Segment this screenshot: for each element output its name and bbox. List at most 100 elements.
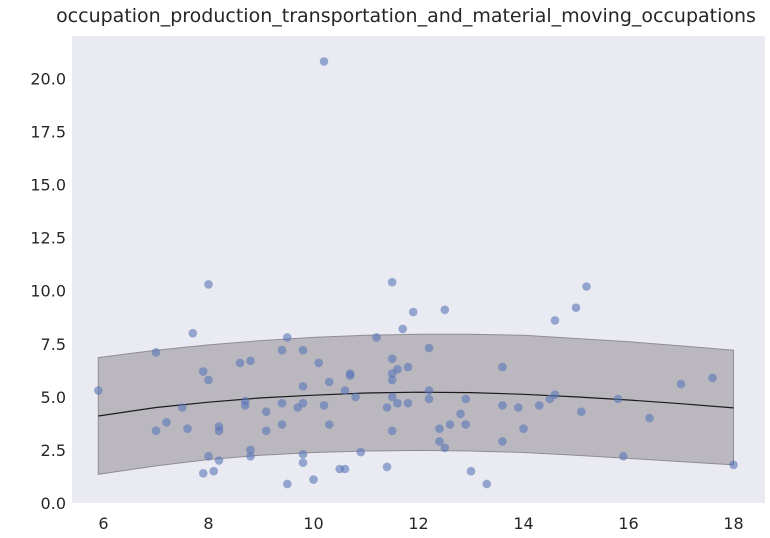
y-tick-label: 10.0 [30, 282, 66, 301]
scatter-point [214, 426, 224, 436]
scatter-point [204, 452, 213, 461]
scatter-point [235, 358, 245, 368]
scatter-point [298, 345, 308, 355]
scatter-point [372, 333, 381, 342]
y-tick-label: 0.0 [41, 494, 66, 513]
scatter-point [382, 403, 392, 412]
scatter-point [435, 437, 444, 446]
scatter-point [204, 280, 213, 289]
scatter-point [314, 358, 324, 368]
scatter-point [151, 426, 161, 436]
scatter-point [246, 445, 255, 455]
scatter-point [277, 398, 287, 408]
x-axis-ticks: 6 8 10 12 14 16 18 [98, 514, 743, 533]
scatter-point [199, 469, 208, 478]
scatter-point [261, 426, 271, 436]
scatter-point [277, 345, 287, 355]
scatter-point [199, 367, 208, 376]
scatter-point [246, 356, 255, 366]
scatter-point [214, 456, 224, 465]
scatter-point [387, 426, 397, 436]
scatter-point [535, 401, 544, 410]
scatter-point [319, 57, 329, 66]
scatter-point [619, 452, 628, 461]
scatter-point [393, 398, 402, 408]
scatter-point [456, 409, 465, 419]
x-tick-label: 8 [203, 514, 213, 533]
scatter-point [424, 394, 434, 404]
scatter-point [283, 479, 292, 489]
scatter-point [440, 305, 450, 315]
fit-line-layer [98, 391, 734, 417]
scatter-point [351, 392, 360, 402]
scatter-point [482, 479, 492, 489]
scatter-point [277, 420, 287, 429]
x-tick-label: 10 [303, 514, 323, 533]
scatter-point [613, 394, 623, 404]
y-tick-label: 15.0 [30, 176, 66, 195]
chart-title: occupation_production_transportation_and… [56, 5, 756, 27]
scatter-point [440, 443, 450, 453]
scatter-point [408, 307, 418, 317]
scatter-point [246, 452, 255, 461]
scatter-point [345, 371, 355, 380]
scatter-point [240, 401, 250, 410]
scatter-point [188, 328, 198, 338]
scatter-point [571, 303, 581, 313]
scatter-point [387, 354, 397, 364]
scatter-point [498, 401, 507, 410]
scatter-point [283, 333, 292, 342]
y-tick-label: 7.5 [41, 335, 66, 354]
scatter-point [424, 386, 434, 395]
scatter-point [340, 464, 350, 474]
scatter-point [162, 418, 171, 427]
scatter-point [577, 407, 586, 417]
scatter-point [387, 392, 397, 402]
scatter-point [466, 466, 476, 476]
scatter-point [393, 365, 402, 374]
scatter-point [550, 390, 560, 400]
y-tick-label: 20.0 [30, 70, 66, 89]
scatter-point [382, 462, 392, 472]
scatter-point [424, 343, 434, 353]
scatter-point [183, 424, 192, 434]
scatter-point [582, 282, 591, 291]
scatter-point [325, 377, 334, 387]
scatter-point [178, 403, 187, 412]
scatter-point [708, 373, 717, 383]
y-axis-ticks: 0.0 2.5 5.0 7.5 10.0 12.5 15.0 17.5 20.0 [30, 70, 66, 514]
scatter-point [309, 475, 318, 484]
scatter-point [461, 420, 471, 429]
scatter-point [387, 375, 397, 385]
x-tick-label: 6 [98, 514, 108, 533]
scatter-point [261, 407, 271, 417]
y-tick-label: 2.5 [41, 441, 66, 460]
x-tick-label: 12 [408, 514, 428, 533]
scatter-point [676, 379, 686, 389]
scatter-point [435, 424, 444, 434]
scatter-point [298, 398, 308, 408]
scatter-point [325, 420, 334, 429]
scatter-point [298, 449, 308, 459]
scatter-point [356, 447, 366, 457]
scatter-point [298, 458, 308, 468]
scatter-point [94, 386, 103, 395]
scatter-point [398, 324, 408, 334]
scatter-point [403, 362, 413, 372]
scatter-point [209, 466, 218, 476]
scatter-point [514, 403, 523, 412]
scatter-point [461, 394, 471, 404]
x-tick-label: 14 [513, 514, 533, 533]
scatter-point [498, 362, 507, 372]
scatter-point [445, 420, 455, 429]
scatter-point [729, 460, 738, 470]
scatter-point [403, 398, 413, 408]
scatter-point [340, 386, 350, 395]
x-tick-label: 16 [618, 514, 638, 533]
x-tick-label: 18 [723, 514, 743, 533]
fit-line [98, 391, 734, 417]
scatter-point [387, 277, 397, 287]
scatter-point [519, 424, 528, 434]
scatter-point [298, 382, 308, 391]
scatter-point [550, 316, 560, 325]
